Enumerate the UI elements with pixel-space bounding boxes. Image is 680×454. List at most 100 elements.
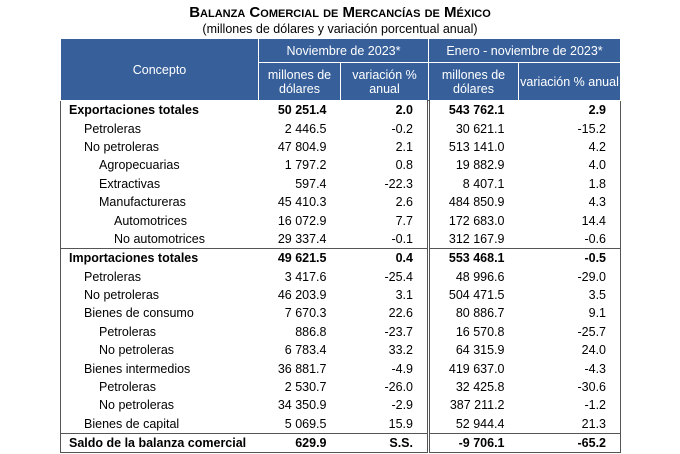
cell-value: -23.7 bbox=[384, 324, 414, 339]
cell-value: 6 783.4 bbox=[284, 343, 327, 358]
row-label: No petroleras bbox=[84, 139, 160, 154]
concept-header: Concepto bbox=[60, 38, 259, 101]
cell-value: -15.2 bbox=[577, 121, 607, 136]
table-row: Petroleras 2 530.7 -26.0 32 425.8 -30.6 bbox=[61, 377, 621, 397]
cell-value: 484 850.9 bbox=[427, 192, 519, 212]
table-body: Exportaciones totales 50 251.4 2.0 543 762.… bbox=[60, 100, 621, 453]
cell-value: 1 797.2 bbox=[284, 158, 327, 173]
cell-value: 46 203.9 bbox=[277, 288, 327, 303]
table-row: Bienes de capital 5 069.5 15.9 52 944.4 21.3 bbox=[61, 414, 621, 434]
cell-value: 33.2 bbox=[388, 343, 413, 358]
cell-value: -0.5 bbox=[518, 248, 621, 268]
cell-value: 16 570.8 bbox=[427, 322, 519, 342]
sub-header: variación % anual bbox=[340, 62, 429, 101]
cell-value: 34 350.9 bbox=[277, 398, 327, 413]
cell-value: 513 141.0 bbox=[427, 137, 519, 157]
cell-value: 50 251.4 bbox=[258, 100, 341, 120]
cell-value: -25.7 bbox=[577, 324, 607, 339]
cell-value: 64 315.9 bbox=[427, 341, 519, 360]
table-row: No petroleras 47 804.9 2.1 513 141.0 4.2 bbox=[61, 137, 621, 157]
cell-value: -4.3 bbox=[584, 361, 607, 376]
period-header: Noviembre de 2023* bbox=[258, 38, 429, 63]
cell-value: -26.0 bbox=[384, 380, 414, 395]
cell-value: 24.0 bbox=[581, 343, 607, 358]
cell-value: 2.9 bbox=[518, 100, 621, 120]
table-row: Bienes de consumo 7 670.3 22.6 80 886.7 9.1 bbox=[61, 304, 621, 323]
cell-value: 1.8 bbox=[588, 176, 607, 191]
cell-value: -30.6 bbox=[577, 380, 607, 395]
table-row: No petroleras 34 350.9 -2.9 387 211.2 -1.2 bbox=[61, 396, 621, 415]
table-row: No petroleras 6 783.4 33.2 64 315.9 24.0 bbox=[61, 341, 621, 360]
cell-value: -65.2 bbox=[518, 433, 621, 453]
cell-value: -29.0 bbox=[577, 269, 607, 284]
cell-value: 7 670.3 bbox=[284, 306, 327, 321]
cell-value: 22.6 bbox=[388, 306, 413, 321]
table-row: Bienes intermedios 36 881.7 -4.9 419 637.0 -… bbox=[61, 359, 621, 378]
cell-value: 4.3 bbox=[588, 195, 607, 210]
cell-value: 2 446.5 bbox=[284, 121, 327, 136]
subtitle: (millones de dólares y variación porcent… bbox=[202, 22, 478, 36]
cell-value: 543 762.1 bbox=[427, 100, 519, 120]
table-row: Saldo de la balanza comercial 629.9 S.S. -9… bbox=[60, 433, 621, 453]
cell-value: 597.4 bbox=[295, 176, 327, 191]
cell-value: -1.2 bbox=[584, 398, 607, 413]
cell-value: 4.2 bbox=[588, 139, 607, 154]
cell-value: 312 167.9 bbox=[427, 229, 519, 249]
table-row: Importaciones totales 49 621.5 0.4 553 468.… bbox=[60, 248, 621, 268]
row-label: No petroleras bbox=[99, 343, 175, 358]
table-row: Agropecuarias 1 797.2 0.8 19 882.9 4.0 bbox=[61, 156, 621, 175]
row-label: Bienes de capital bbox=[84, 416, 180, 431]
row-label: Exportaciones totales bbox=[60, 100, 259, 120]
cell-value: 80 886.7 bbox=[427, 304, 519, 323]
cell-value: -9 706.1 bbox=[427, 433, 519, 453]
table-row: Petroleras 3 417.6 -25.4 48 996.6 -29.0 bbox=[61, 267, 621, 286]
row-label: Petroleras bbox=[84, 121, 141, 136]
cell-value: 45 410.3 bbox=[277, 195, 327, 210]
row-label: Petroleras bbox=[99, 380, 156, 395]
sub-header: variación % anual bbox=[517, 62, 622, 101]
cell-value: 553 468.1 bbox=[427, 248, 519, 268]
cell-value: 3.5 bbox=[588, 288, 607, 303]
cell-value: 2.6 bbox=[395, 195, 413, 210]
row-label: No petroleras bbox=[99, 398, 175, 413]
cell-value: -25.4 bbox=[384, 269, 414, 284]
sub-header: millones de dólares bbox=[258, 62, 341, 101]
row-label: Extractivas bbox=[99, 176, 161, 191]
cell-value: 7.7 bbox=[395, 213, 413, 228]
cell-value: 172 683.0 bbox=[427, 211, 519, 230]
sub-header: millones de dólares bbox=[428, 62, 519, 101]
cell-value: 8 407.1 bbox=[427, 174, 519, 193]
row-label: Automotrices bbox=[114, 213, 187, 228]
row-label: No automotrices bbox=[114, 231, 206, 246]
title: Balanza Comercial de Mercancías de Méxic… bbox=[189, 4, 491, 21]
cell-value: -0.1 bbox=[391, 231, 413, 246]
table-row: Petroleras 2 446.5 -0.2 30 621.1 -15.2 bbox=[61, 119, 621, 138]
cell-value: 5 069.5 bbox=[284, 416, 327, 431]
trade-table: Concepto Noviembre de 2023* Enero - novi… bbox=[60, 38, 622, 453]
cell-value: -22.3 bbox=[384, 176, 414, 191]
period-header: Enero - noviembre de 2023* bbox=[427, 38, 622, 63]
cell-value: -4.9 bbox=[391, 361, 413, 376]
cell-value: 30 621.1 bbox=[427, 119, 519, 138]
cell-value: 14.4 bbox=[581, 213, 607, 228]
cell-value: 2 530.7 bbox=[284, 380, 327, 395]
cell-value: 29 337.4 bbox=[277, 231, 327, 246]
cell-value: 3.1 bbox=[395, 288, 413, 303]
cell-value: 419 637.0 bbox=[427, 359, 519, 378]
cell-value: 49 621.5 bbox=[258, 248, 341, 268]
cell-value: 2.1 bbox=[395, 139, 413, 154]
row-label: Manufactureras bbox=[99, 195, 186, 210]
cell-value: -0.2 bbox=[391, 121, 413, 136]
cell-value: 4.0 bbox=[588, 158, 607, 173]
cell-value: 0.4 bbox=[340, 248, 429, 268]
cell-value: 15.9 bbox=[388, 416, 413, 431]
table-row: Manufactureras 45 410.3 2.6 484 850.9 4.3 bbox=[61, 192, 621, 212]
cell-value: -0.6 bbox=[584, 231, 607, 246]
row-label: Agropecuarias bbox=[99, 158, 180, 173]
cell-value: 52 944.4 bbox=[427, 414, 519, 434]
cell-value: 16 072.9 bbox=[277, 213, 327, 228]
row-label: No petroleras bbox=[84, 288, 160, 303]
cell-value: 47 804.9 bbox=[277, 139, 327, 154]
table-row: Automotrices 16 072.9 7.7 172 683.0 14.4 bbox=[61, 211, 621, 230]
